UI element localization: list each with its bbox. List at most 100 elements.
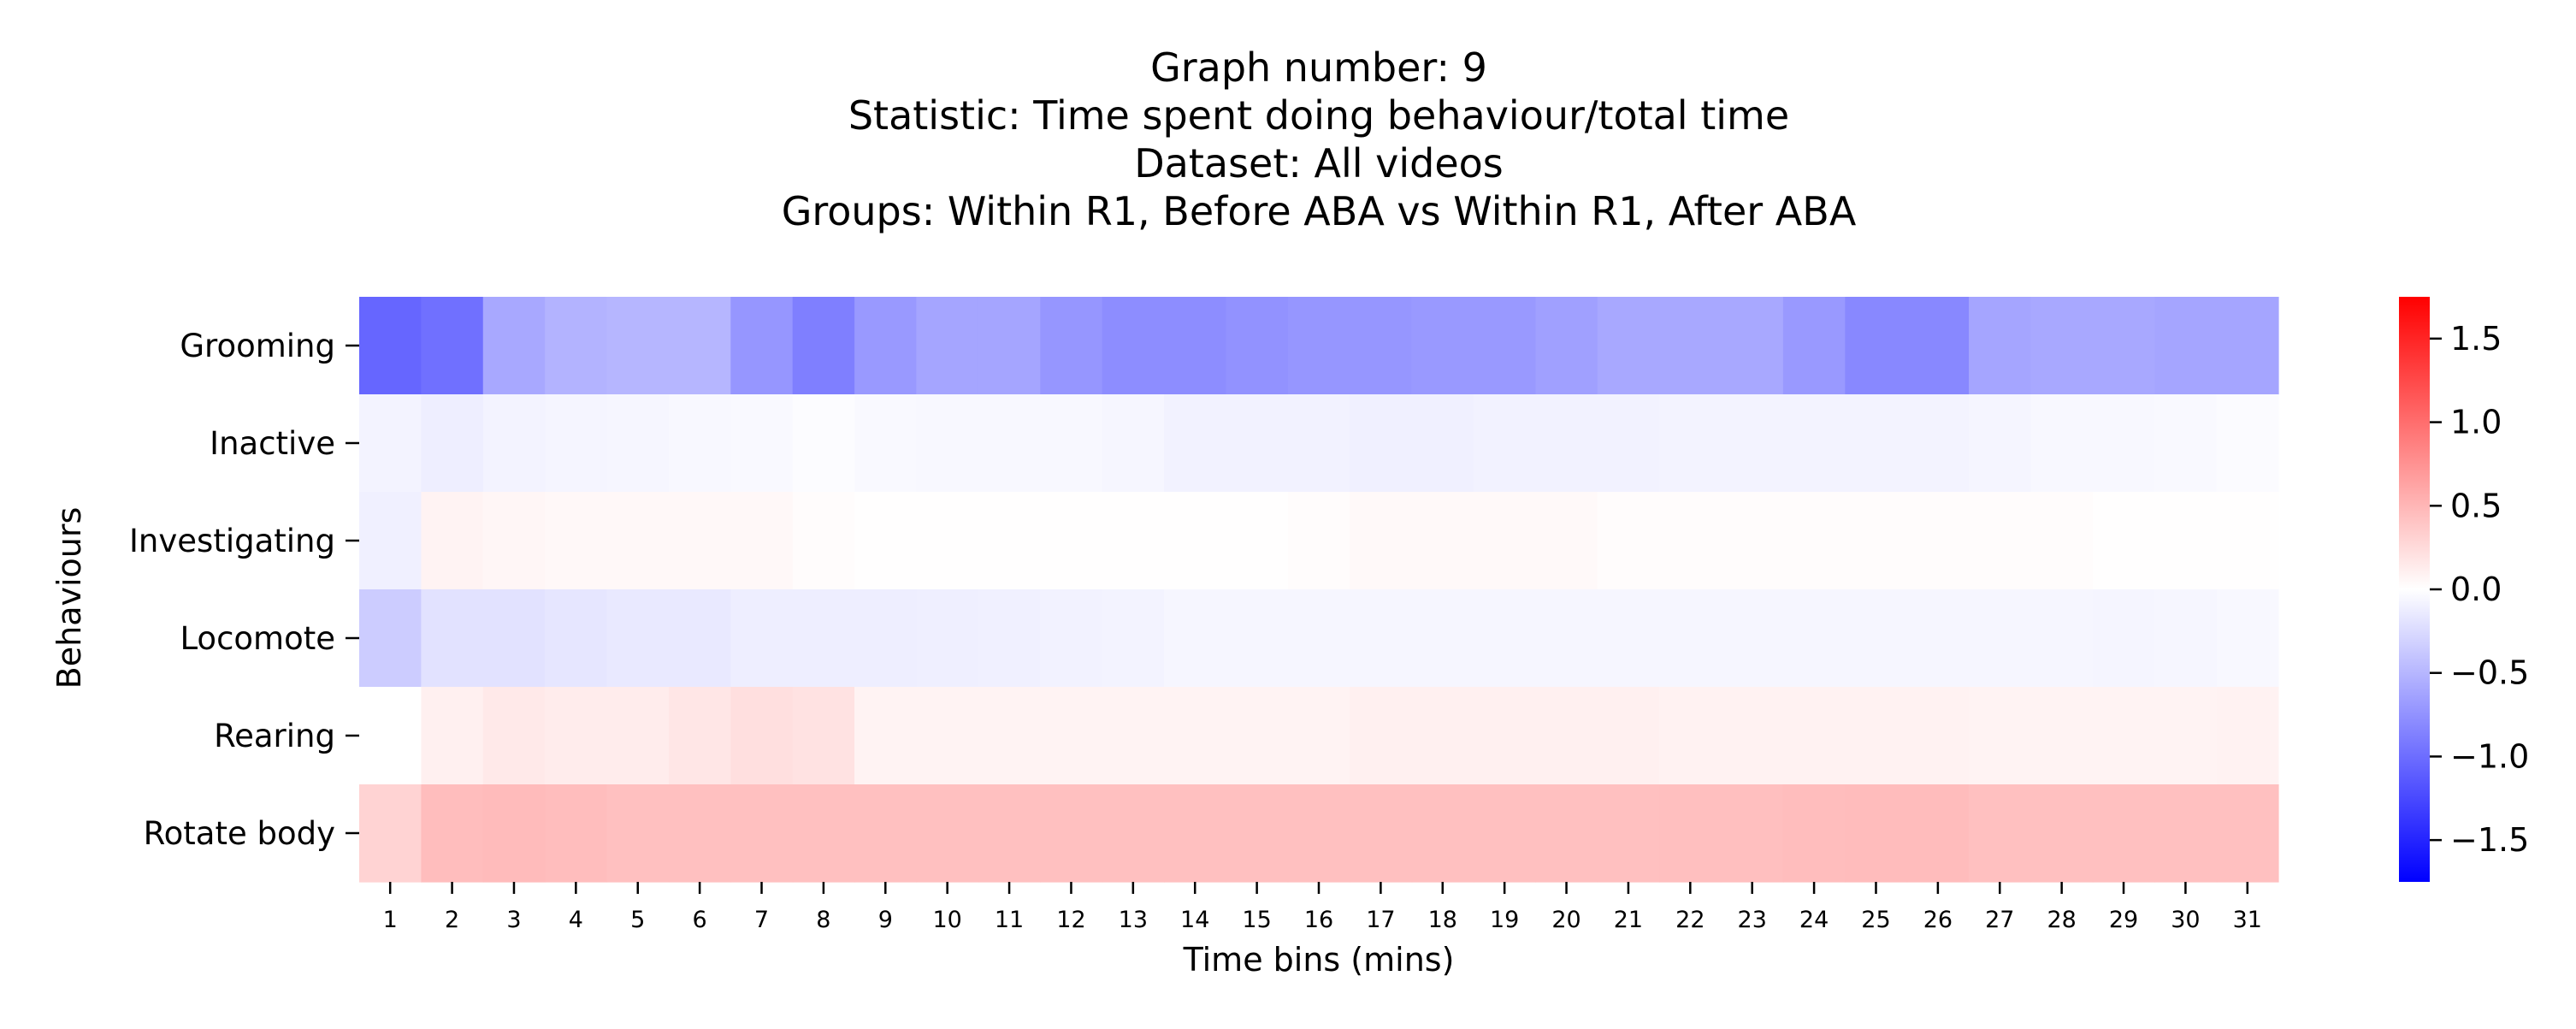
heatmap-cell [916, 589, 979, 688]
x-tick-label: 9 [878, 907, 893, 933]
heatmap-cell [1473, 687, 1536, 785]
heatmap-cell [606, 492, 670, 590]
x-tick-label: 1 [383, 907, 398, 933]
heatmap-cell [1350, 589, 1413, 688]
heatmap-cell [1659, 297, 1722, 395]
heatmap-cell [421, 589, 484, 688]
heatmap-cell [1411, 297, 1474, 395]
heatmap-cell [730, 589, 794, 688]
heatmap-cell [1102, 297, 1165, 395]
heatmap-cell [1535, 784, 1598, 883]
heatmap-cell [1350, 784, 1413, 883]
heatmap-cell [854, 297, 918, 395]
heatmap-cell [1350, 687, 1413, 785]
heatmap-cell [1597, 784, 1660, 883]
heatmap-cell [854, 784, 918, 883]
heatmap-cell [1969, 784, 2032, 883]
heatmap-cell [978, 589, 1041, 688]
heatmap-cell [1411, 687, 1474, 785]
heatmap-cell [2154, 589, 2218, 688]
heatmap-cell [1102, 394, 1165, 493]
heatmap-cell [1226, 687, 1289, 785]
heatmap-cell [2092, 589, 2155, 688]
heatmap-cell [2216, 297, 2279, 395]
heatmap-cell [916, 492, 979, 590]
chart-title-line: Dataset: All videos [1134, 140, 1504, 186]
heatmap-cell [545, 687, 608, 785]
colorbar-tick-label: 0.5 [2450, 487, 2502, 524]
heatmap-cell [1287, 687, 1350, 785]
heatmap-cell [545, 297, 608, 395]
heatmap-cell [1164, 297, 1227, 395]
colorbar: 1.5 1.0 0.5 0.0 −0.5 −1.0 −1.5 [2399, 297, 2529, 882]
heatmap-cell [1287, 784, 1350, 883]
x-axis-ticks: 1 2 3 4 5 6 7 8 9 10 11 12 13 14 15 16 17 18 19 20 21 22 23 24 2… [383, 882, 2262, 933]
y-axis-ticks: Grooming Inactive Investigating Locomote Rea… [129, 328, 359, 852]
heatmap-cell [730, 492, 794, 590]
colorbar-tick-label: −0.5 [2450, 654, 2529, 692]
heatmap-cell [978, 394, 1041, 493]
heatmap-cell [2216, 784, 2279, 883]
heatmap-cell [1721, 492, 1784, 590]
colorbar-tick-label: 0.0 [2450, 571, 2502, 608]
x-tick-label: 16 [1304, 907, 1333, 933]
heatmap-cell [1845, 394, 1908, 493]
heatmap-cell [2154, 492, 2218, 590]
heatmap-cell [2030, 394, 2094, 493]
heatmap-cell [2092, 687, 2155, 785]
heatmap-cell [2030, 784, 2094, 883]
colorbar-tick-label: −1.0 [2450, 737, 2529, 775]
heatmap-cell [359, 589, 422, 688]
heatmap-cell [1782, 492, 1846, 590]
heatmap-cell [2216, 687, 2279, 785]
heatmap-cell [1350, 492, 1413, 590]
heatmap-cell [1721, 297, 1784, 395]
heatmap-cell [1659, 492, 1722, 590]
x-tick-label: 17 [1366, 907, 1395, 933]
y-tick-label: Inactive [210, 425, 335, 462]
heatmap-cell [2216, 589, 2279, 688]
heatmap-cell [1782, 589, 1846, 688]
heatmap-cell [1535, 589, 1598, 688]
heatmap-cell [2030, 492, 2094, 590]
heatmap-cell [1287, 297, 1350, 395]
heatmap-cell [1473, 492, 1536, 590]
heatmap-cell [2092, 492, 2155, 590]
heatmap-cell [1906, 394, 1970, 493]
heatmap-cell [606, 687, 670, 785]
x-axis-label: Time bins (mins) [1183, 941, 1455, 979]
x-tick-label: 30 [2171, 907, 2200, 933]
heatmap-cell [1721, 784, 1784, 883]
heatmap-cell [1659, 784, 1722, 883]
x-tick-label: 23 [1738, 907, 1767, 933]
heatmap-cell [1226, 589, 1289, 688]
heatmap-cell [359, 297, 422, 395]
heatmap-cell [792, 784, 855, 883]
x-tick-label: 13 [1119, 907, 1148, 933]
heatmap-cell [359, 492, 422, 590]
x-tick-label: 6 [693, 907, 707, 933]
heatmap-cell [854, 687, 918, 785]
y-tick-label: Rotate body [144, 815, 335, 852]
heatmap-cell [2030, 589, 2094, 688]
x-tick-label: 14 [1180, 907, 1209, 933]
x-tick-label: 28 [2047, 907, 2076, 933]
heatmap-cell [668, 784, 731, 883]
heatmap-cell [916, 784, 979, 883]
heatmap-cell [1102, 687, 1165, 785]
heatmap-cell [1845, 492, 1908, 590]
heatmap-cell [1226, 784, 1289, 883]
heatmap-cell [482, 492, 546, 590]
heatmap-cell [1597, 589, 1660, 688]
heatmap-cell [1782, 687, 1846, 785]
x-tick-label: 21 [1614, 907, 1643, 933]
heatmap-cell [792, 394, 855, 493]
heatmap-cell [1226, 492, 1289, 590]
heatmap-cell [1535, 297, 1598, 395]
x-tick-label: 26 [1923, 907, 1953, 933]
heatmap-cell [545, 589, 608, 688]
y-axis-label: Behaviours [50, 507, 88, 689]
heatmap-cell [1782, 297, 1846, 395]
x-tick-label: 25 [1861, 907, 1890, 933]
x-tick-label: 20 [1551, 907, 1580, 933]
